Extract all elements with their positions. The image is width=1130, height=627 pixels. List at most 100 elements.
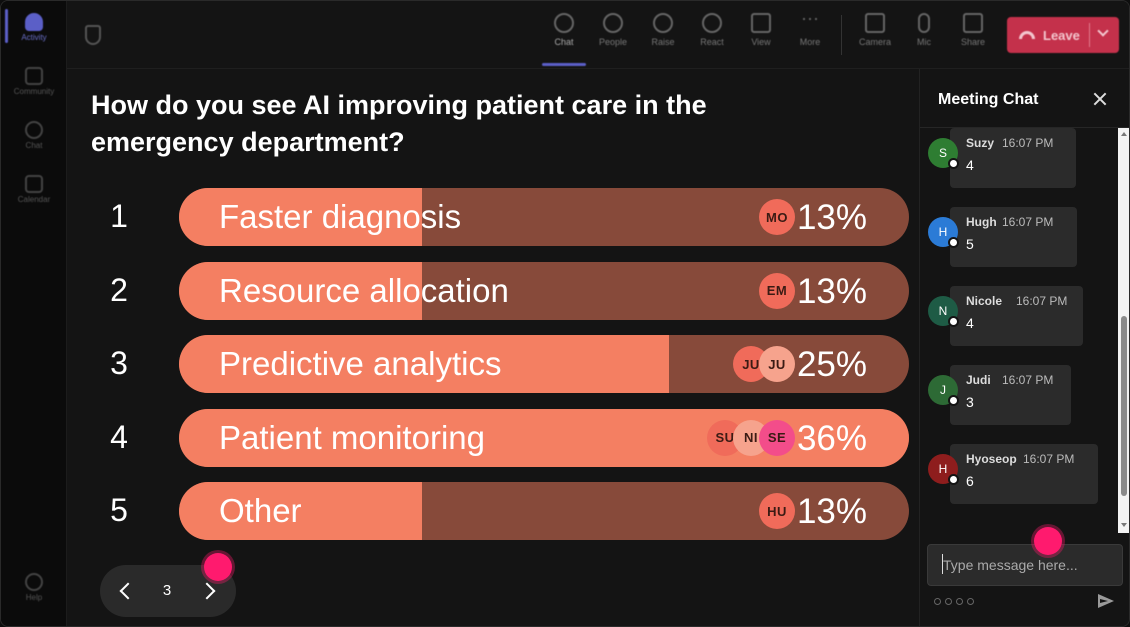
- chat-message: Nicole 16:07 PM 4 N: [928, 286, 1108, 352]
- presence-icon: [948, 316, 959, 327]
- result-bar: Resource allocation EM 13%: [179, 261, 909, 320]
- result-bar: Predictive analytics JU JU 25%: [179, 335, 909, 393]
- message-time: 16:07 PM: [1002, 373, 1054, 387]
- result-bar-fill: [179, 188, 422, 246]
- meeting-toolbar: Chat People Raise React View ⋯ More Came…: [67, 1, 1129, 69]
- people-button[interactable]: People: [593, 13, 633, 47]
- shield-icon: [85, 25, 101, 45]
- help-icon: [25, 573, 43, 591]
- sender-name: Suzy: [966, 136, 995, 150]
- chat-button[interactable]: Chat: [542, 13, 586, 66]
- chat-message: Hugh 16:07 PM 5 H: [928, 207, 1108, 273]
- toolbar-divider: [841, 15, 842, 55]
- scroll-thumb[interactable]: [1121, 316, 1127, 496]
- avatar: JU: [759, 346, 795, 382]
- format-icon[interactable]: [934, 598, 941, 605]
- result-bar-fill: [179, 335, 670, 393]
- result-bar-fill: [179, 482, 422, 540]
- poll-option: 5 Other HU 13%: [67, 482, 919, 540]
- voter-avatars: SU NI SE: [707, 419, 795, 456]
- rail-item-chat[interactable]: Chat: [1, 121, 67, 150]
- meeting-chat-panel: Meeting Chat Suzy 16:07 PM 4 S Hugh 16:07 PM 5…: [919, 69, 1129, 626]
- share-button[interactable]: Share: [953, 13, 993, 47]
- option-number: 3: [110, 345, 128, 381]
- message-text: 3: [966, 394, 974, 410]
- more-label: More: [799, 37, 821, 47]
- chevron-left-icon[interactable]: [114, 579, 138, 603]
- message-bubble: Hugh 16:07 PM 5: [950, 207, 1077, 267]
- attach-icon[interactable]: [945, 598, 952, 605]
- chat-message: Judi 16:07 PM 3 J: [928, 365, 1108, 431]
- pointer-indicator: [204, 553, 232, 581]
- rail-item-label: Calendar: [17, 195, 51, 204]
- emoji-icon[interactable]: [956, 598, 963, 605]
- option-number: 2: [110, 271, 128, 308]
- raise-label: Raise: [651, 37, 675, 47]
- avatar: H: [928, 217, 959, 248]
- avatar: J: [928, 375, 959, 406]
- avatar-initial: J: [940, 383, 946, 397]
- leave-button[interactable]: Leave: [1007, 17, 1119, 53]
- poll-option: 3 Predictive analytics JU JU 25%: [67, 335, 919, 393]
- presence-icon: [948, 474, 959, 485]
- more-dots-icon: ⋯: [801, 9, 819, 29]
- chat-scrollbar[interactable]: [1118, 128, 1129, 533]
- voter-avatars: EM: [759, 272, 795, 309]
- chevron-right-icon[interactable]: [198, 579, 222, 603]
- hand-icon: [653, 13, 673, 33]
- more-button[interactable]: ⋯ More: [790, 9, 830, 47]
- option-label: Patient monitoring: [219, 418, 485, 456]
- rail-item-activity[interactable]: Activity: [1, 9, 67, 43]
- message-bubble: Judi 16:07 PM 3: [950, 365, 1071, 425]
- leave-label: Leave: [1043, 27, 1080, 43]
- chevron-down-icon[interactable]: [1097, 25, 1109, 37]
- presence-icon: [948, 395, 959, 406]
- avatar-initial: H: [938, 462, 948, 476]
- scroll-down-icon[interactable]: [1121, 523, 1127, 527]
- sender-name: Hugh: [966, 215, 997, 229]
- option-percent: 13%: [796, 198, 867, 237]
- view-button[interactable]: View: [741, 13, 781, 47]
- avatar: EM: [759, 272, 795, 309]
- message-bubble: Hyoseop 16:07 PM 6: [950, 444, 1098, 504]
- react-button[interactable]: React: [692, 13, 732, 47]
- rail-item-community[interactable]: Community: [1, 67, 67, 96]
- gif-icon[interactable]: [967, 598, 974, 605]
- page-number: 3: [162, 582, 172, 599]
- close-icon[interactable]: [1092, 91, 1108, 107]
- message-input[interactable]: [927, 544, 1123, 586]
- avatar: HU: [759, 493, 795, 529]
- poll-option: 2 Resource allocation EM 13%: [67, 261, 919, 320]
- option-percent: 36%: [796, 418, 867, 458]
- option-number: 4: [110, 418, 128, 455]
- pointer-indicator: [1034, 527, 1062, 555]
- chat-message: Suzy 16:07 PM 4 S: [928, 128, 1108, 194]
- avatar: S: [928, 138, 959, 169]
- avatar-initial: H: [938, 225, 948, 239]
- option-label: Predictive analytics: [219, 345, 502, 382]
- send-icon[interactable]: [1098, 594, 1114, 608]
- camera-button[interactable]: Camera: [855, 13, 895, 47]
- voter-avatars: MO: [759, 199, 795, 235]
- rail-item-help[interactable]: Help: [1, 573, 67, 602]
- scroll-up-icon[interactable]: [1121, 132, 1127, 136]
- sender-name: Nicole: [966, 294, 1003, 308]
- share-label: Share: [960, 37, 986, 47]
- message-time: 16:07 PM: [1023, 452, 1075, 466]
- message-text: 4: [966, 315, 974, 331]
- option-number: 1: [110, 198, 128, 234]
- mic-button[interactable]: Mic: [904, 13, 944, 47]
- chat-icon: [554, 13, 574, 33]
- mic-icon: [918, 13, 930, 33]
- avatar-initial: N: [938, 304, 948, 318]
- rail-item-label: Activity: [21, 33, 47, 42]
- message-bubble: Suzy 16:07 PM 4: [950, 128, 1076, 188]
- raise-hand-button[interactable]: Raise: [643, 13, 683, 47]
- avatar: MO: [759, 199, 795, 235]
- option-number: 5: [110, 492, 128, 528]
- rail-item-calendar[interactable]: Calendar: [1, 175, 67, 204]
- camera-icon: [865, 13, 885, 33]
- voter-avatars: JU JU: [733, 346, 795, 382]
- message-text: 6: [966, 473, 974, 489]
